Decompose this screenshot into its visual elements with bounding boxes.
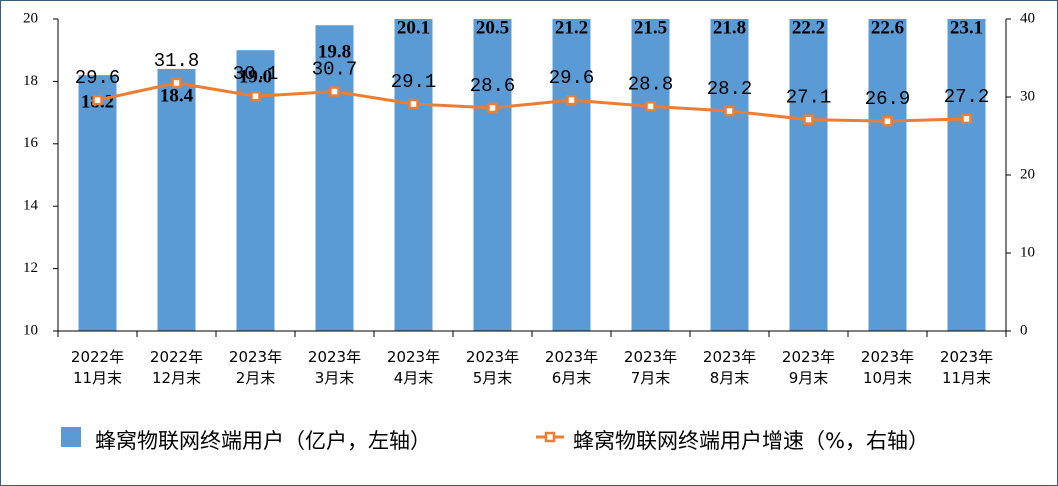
y2-tick-label: 40 xyxy=(1020,10,1035,26)
bar-value-label: 22.2 xyxy=(792,17,825,38)
line-marker xyxy=(961,113,972,125)
y-tick-label: 18 xyxy=(23,73,38,89)
bar xyxy=(315,25,354,331)
bar-value-label: 21.2 xyxy=(555,17,588,38)
bar-value-label: 19.0 xyxy=(239,67,272,88)
line xyxy=(97,81,967,123)
line-marker xyxy=(882,115,893,127)
bars xyxy=(78,19,986,331)
y-tick-label: 14 xyxy=(23,198,39,214)
legend-label: 蜂窝物联网终端用户增速（%，右轴） xyxy=(573,429,929,453)
bar xyxy=(473,19,512,331)
line-value-label: 27.2 xyxy=(944,86,990,108)
bar xyxy=(78,75,117,331)
line-marker xyxy=(171,77,182,89)
line-value-label: 28.8 xyxy=(628,73,674,95)
x-tick-label: 2022年 12月末 xyxy=(149,348,204,387)
x-tick-label: 2022年 11月末 xyxy=(70,348,125,387)
legend-swatch xyxy=(61,427,81,447)
y-tick-label: 12 xyxy=(23,260,38,276)
line-value-label: 28.6 xyxy=(470,75,516,97)
bar-value-label: 19.8 xyxy=(318,42,351,63)
x-tick-label: 2023年 9月末 xyxy=(781,348,836,387)
bar xyxy=(157,68,196,331)
y-tick-label: 20 xyxy=(23,10,38,26)
bar xyxy=(552,19,591,331)
line-marker xyxy=(329,86,340,97)
bar-value-label: 20.5 xyxy=(476,17,509,38)
line-marker xyxy=(803,114,814,125)
x-tick-label: 2023年 7月末 xyxy=(623,348,678,387)
y2-tick-label: 10 xyxy=(1020,244,1035,260)
y2-tick-label: 20 xyxy=(1020,166,1035,182)
line-value-label: 26.9 xyxy=(865,88,911,110)
x-tick-label: 2023年 8月末 xyxy=(702,348,757,387)
line-marker xyxy=(487,102,498,114)
line-value-label: 30.1 xyxy=(233,63,279,85)
bar xyxy=(789,19,828,331)
y-tick-label: 10 xyxy=(23,322,38,338)
bar xyxy=(868,19,907,331)
bar-value-label: 18.4 xyxy=(160,85,194,106)
legend-label: 蜂窝物联网终端用户（亿户，左轴） xyxy=(95,429,431,453)
x-tick-label: 2023年 10月末 xyxy=(860,348,915,387)
y2-tick-label: 30 xyxy=(1020,88,1035,104)
bar xyxy=(710,19,749,331)
line-value-label: 28.2 xyxy=(707,78,753,100)
line-value-label: 29.6 xyxy=(75,67,121,89)
x-tick-label: 2023年 11月末 xyxy=(939,348,994,387)
x-tick-label: 2023年 6月末 xyxy=(544,348,599,387)
line-value-label: 30.7 xyxy=(312,59,358,81)
bar-value-label: 21.5 xyxy=(634,17,667,38)
line-value-label: 29.1 xyxy=(391,71,437,93)
legend-marker xyxy=(544,431,556,443)
y2-tick-label: 0 xyxy=(1020,322,1028,338)
line-marker xyxy=(92,94,103,106)
bar-value-label: 21.8 xyxy=(713,17,746,38)
bar-value-label: 22.6 xyxy=(871,17,904,38)
line-marker xyxy=(566,94,577,106)
bar xyxy=(947,19,986,331)
x-tick-label: 2023年 2月末 xyxy=(228,348,283,387)
line-marker xyxy=(408,98,419,110)
bar-value-label: 23.1 xyxy=(950,17,983,38)
y-tick-label: 16 xyxy=(23,135,39,151)
bar-value-label: 20.1 xyxy=(397,17,430,38)
line-marker xyxy=(250,90,261,102)
bar xyxy=(631,19,670,331)
line-value-label: 27.1 xyxy=(786,87,832,109)
x-tick-label: 2023年 5月末 xyxy=(465,348,520,387)
line-value-label: 31.8 xyxy=(154,50,200,72)
x-tick-label: 2023年 4月末 xyxy=(386,348,441,387)
line-marker xyxy=(645,101,656,112)
x-tick-label: 2023年 3月末 xyxy=(307,348,362,387)
line-value-label: 29.6 xyxy=(549,67,595,89)
line-marker xyxy=(724,105,735,117)
bar xyxy=(394,19,433,331)
